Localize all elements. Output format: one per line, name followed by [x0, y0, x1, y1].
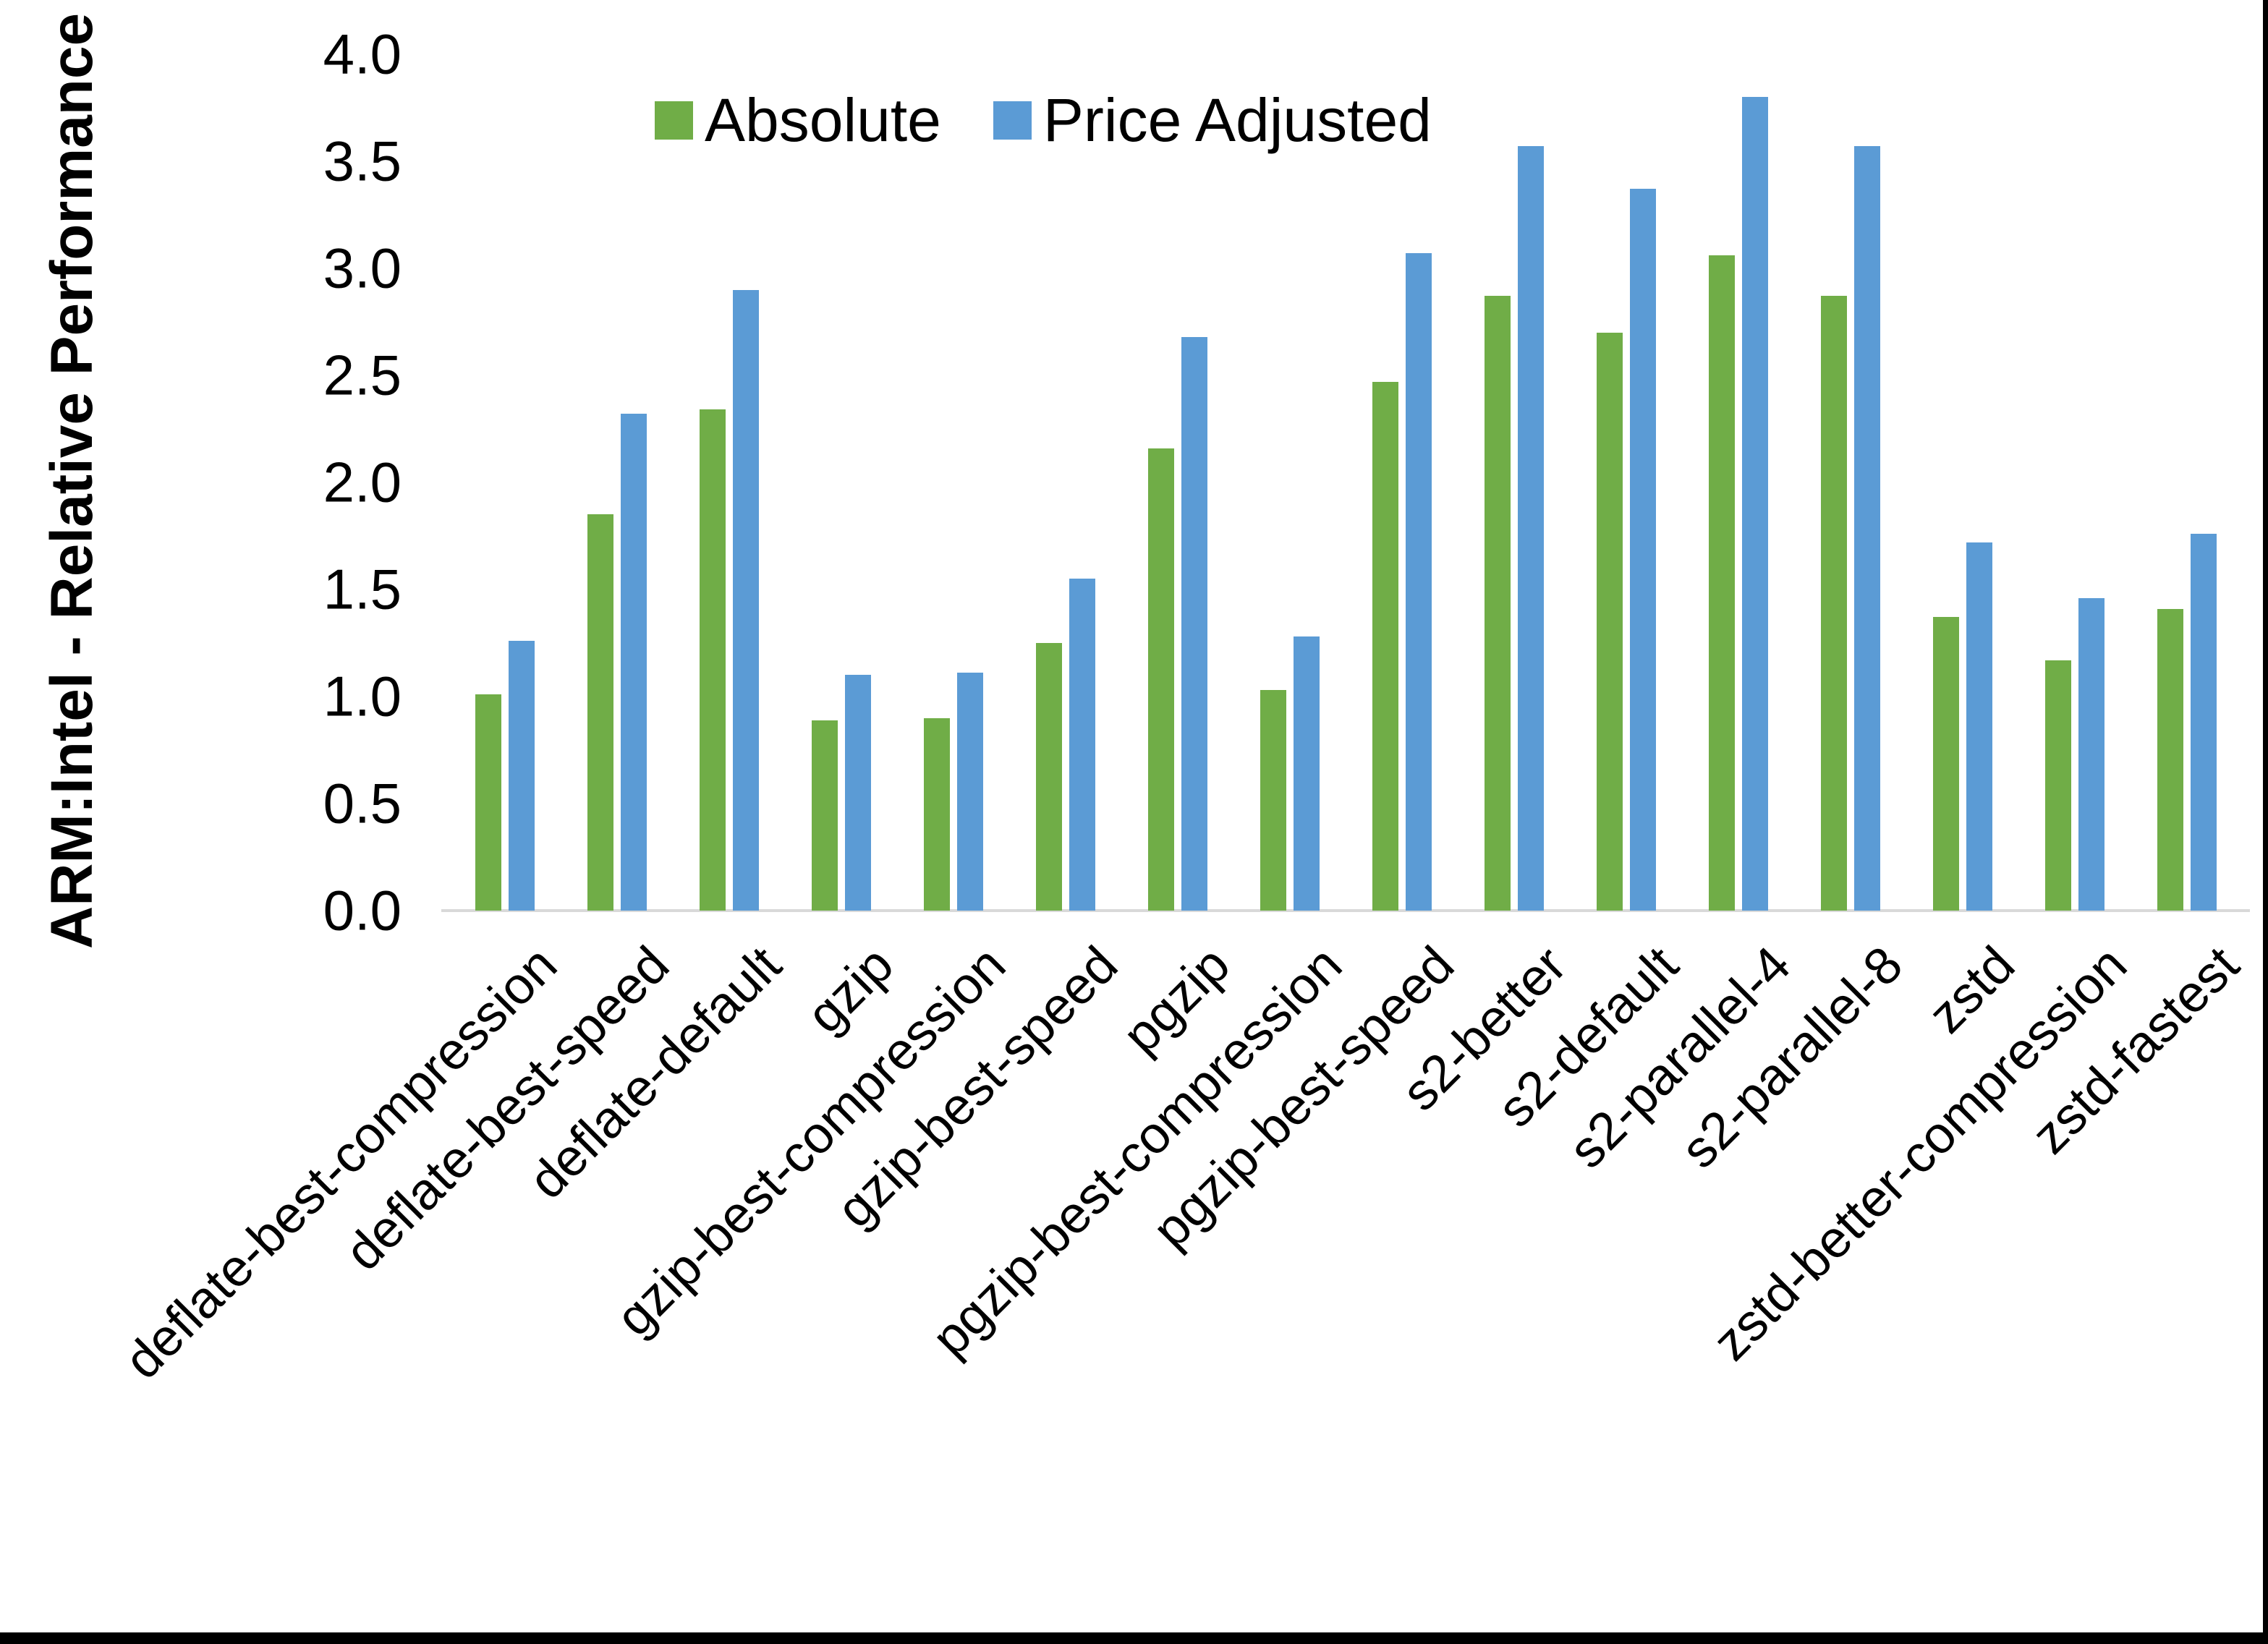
bar-price-adjusted — [1517, 146, 1544, 911]
bar-group — [2018, 54, 2131, 911]
bar-group — [1346, 54, 1458, 911]
y-tick-label: 3.0 — [323, 236, 402, 300]
bar-group — [1458, 54, 1570, 911]
bar-price-adjusted — [1741, 97, 1768, 911]
bar-group — [1233, 54, 1346, 911]
bar-price-adjusted — [1966, 542, 1992, 911]
x-axis-line — [441, 909, 2250, 912]
legend-label: Absolute — [705, 86, 941, 154]
bar-absolute — [1932, 617, 1959, 911]
bar-absolute — [1147, 448, 1174, 911]
bar-group — [2131, 54, 2243, 911]
bar-price-adjusted — [508, 641, 535, 911]
window-right-border — [2263, 0, 2268, 1644]
bar-price-adjusted — [2190, 534, 2217, 911]
bar-price-adjusted — [620, 414, 647, 911]
bar-price-adjusted — [1853, 146, 1880, 911]
bar-absolute — [1596, 332, 1623, 911]
bar-group — [1009, 54, 1121, 911]
bar-absolute — [587, 514, 613, 911]
legend-swatch-price-adjusted — [993, 101, 1032, 140]
bar-absolute — [923, 717, 950, 911]
bar-price-adjusted — [1181, 336, 1207, 911]
legend-label: Price Adjusted — [1042, 86, 1432, 154]
window-bottom-border — [0, 1632, 2268, 1644]
y-tick-label: 0.5 — [323, 771, 402, 835]
bar-group — [673, 54, 785, 911]
bar-price-adjusted — [2078, 597, 2105, 911]
legend-swatch-absolute — [655, 101, 693, 140]
bar-absolute — [1484, 296, 1511, 911]
bar-group — [1682, 54, 1794, 911]
bar-group — [1121, 54, 1233, 911]
legend: Absolute Price Adjusted — [655, 85, 1432, 156]
bar-absolute — [1260, 690, 1286, 911]
y-tick-label: 2.0 — [323, 450, 402, 514]
bar-group — [1906, 54, 2018, 911]
bar-absolute — [811, 720, 838, 911]
bar-absolute — [2044, 660, 2071, 911]
bar-absolute — [2157, 608, 2183, 911]
bar-price-adjusted — [1405, 253, 1432, 911]
y-tick-label: 1.5 — [323, 557, 402, 621]
legend-item: Price Adjusted — [993, 85, 1432, 156]
bar-group — [785, 54, 897, 911]
bar-group — [1570, 54, 1682, 911]
x-category-label: deflate-best-compression — [113, 935, 568, 1390]
y-tick-label: 2.5 — [323, 343, 402, 407]
bar-absolute — [475, 694, 501, 911]
bar-price-adjusted — [1069, 579, 1095, 911]
bar-group — [561, 54, 673, 911]
y-tick-label: 3.5 — [323, 129, 402, 193]
bar-price-adjusted — [1629, 189, 1656, 911]
bar-absolute — [1035, 643, 1062, 911]
bar-group — [897, 54, 1009, 911]
bar-group — [1794, 54, 1906, 911]
y-tick-label: 1.0 — [323, 664, 402, 728]
bar-price-adjusted — [956, 673, 983, 911]
plot-area — [441, 54, 2250, 912]
y-tick-label: 4.0 — [323, 22, 402, 86]
bar-absolute — [699, 409, 726, 911]
bar-absolute — [1708, 255, 1735, 911]
legend-item: Absolute — [655, 85, 941, 156]
bar-price-adjusted — [1293, 636, 1320, 911]
bar-price-adjusted — [732, 289, 759, 911]
bar-absolute — [1820, 296, 1847, 911]
bar-absolute — [1372, 381, 1398, 911]
bar-group — [449, 54, 561, 911]
y-axis-title: ARM:Intel - Relative Performance — [39, 12, 105, 949]
y-tick-label: 0.0 — [323, 878, 402, 942]
bar-price-adjusted — [844, 675, 871, 911]
